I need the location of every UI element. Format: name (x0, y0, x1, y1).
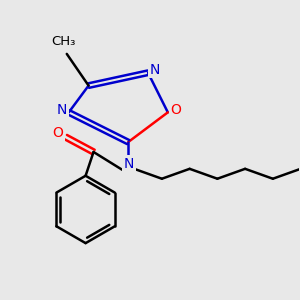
Text: O: O (52, 126, 63, 140)
Text: N: N (57, 103, 67, 117)
Text: N: N (124, 157, 134, 171)
Text: CH₃: CH₃ (52, 34, 76, 47)
Text: N: N (150, 63, 160, 77)
Text: O: O (170, 103, 181, 117)
